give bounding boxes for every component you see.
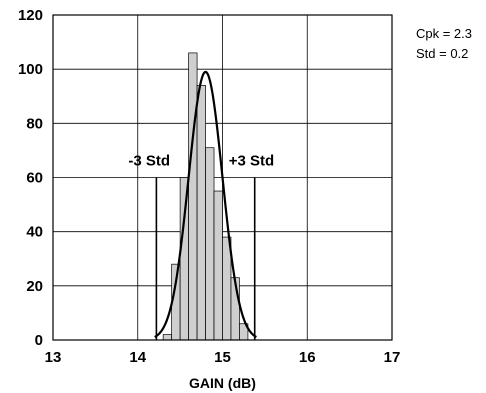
spec-lines-layer: -3 Std +3 Std [128,153,274,340]
y-tick-label: 0 [35,332,43,349]
minus-3-std-label: -3 Std [128,153,170,170]
curve-layer [154,70,257,338]
y-tick-label: 80 [26,115,43,132]
y-tick-label: 120 [18,7,43,24]
y-tick-label: 20 [26,278,43,295]
y-tick-label: 40 [26,224,43,241]
std-stat: Std = 0.2 [416,46,468,61]
histogram-bar [205,147,215,341]
x-tick-label: 15 [214,349,231,366]
normal-fit-curve [154,70,257,338]
x-tick-label: 14 [129,349,146,366]
histogram-bar [222,236,232,341]
y-tick-label: 100 [18,61,43,78]
x-tick-label: 13 [45,349,62,366]
bars-layer [162,52,249,341]
y-tick-label: 60 [26,170,43,187]
histogram-bar [179,177,189,341]
x-tick-label: 17 [384,349,401,366]
histogram-bar [196,85,206,341]
plot-frame [52,14,393,341]
histogram-bar [213,190,223,341]
x-axis-title: GAIN (dB) [189,375,256,391]
cpk-stat: Cpk = 2.3 [416,26,472,41]
histogram-bar [162,334,173,341]
tick-labels-layer: 13 14 15 16 17 0 20 40 60 80 100 120 [18,7,400,366]
plus-3-std-label: +3 Std [229,153,274,170]
x-tick-label: 16 [299,349,316,366]
histogram-bar [188,52,198,341]
